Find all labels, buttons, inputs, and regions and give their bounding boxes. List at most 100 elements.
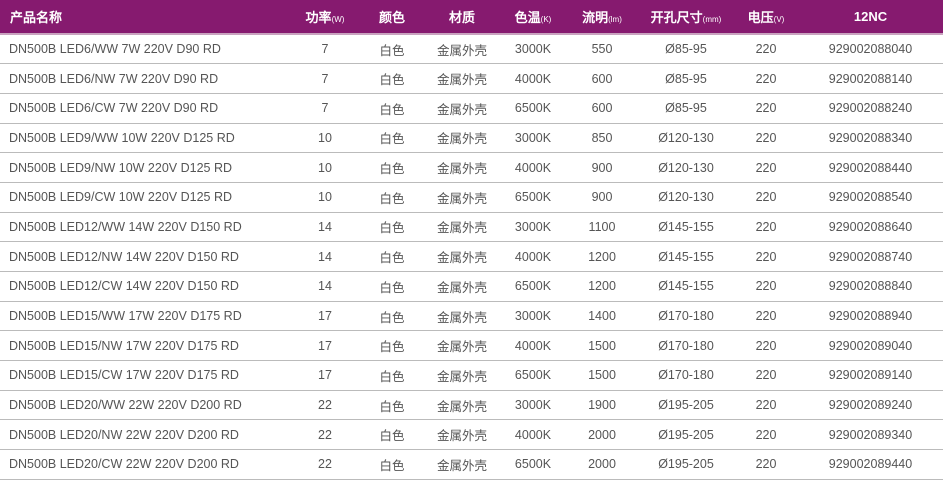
cell-voltage: 220 (734, 123, 798, 154)
cell-color: 白色 (360, 93, 424, 124)
column-unit: (W) (331, 15, 345, 24)
cell-voltage: 220 (734, 63, 798, 94)
cell-product-name: DN500B LED20/CW 22W 220V D200 RD (0, 449, 290, 480)
cell-power: 22 (290, 419, 360, 451)
cell-color-temp: 4000K (500, 152, 566, 183)
cell-lumen: 1200 (566, 241, 638, 272)
cell-material: 金属外壳 (424, 241, 500, 272)
cell-color-temp: 6500K (500, 449, 566, 480)
cell-color: 白色 (360, 360, 424, 391)
cell-material: 金属外壳 (424, 93, 500, 124)
cell-product-name: DN500B LED15/NW 17W 220V D175 RD (0, 330, 290, 362)
cell-cutout-size: Ø195-205 (638, 449, 734, 480)
cell-cutout-size: Ø170-180 (638, 360, 734, 391)
table-body: DN500B LED6/WW 7W 220V D90 RD 7 白色 金属外壳 3000… (0, 34, 943, 480)
cell-12nc: 929002088540 (798, 182, 943, 213)
cell-power: 22 (290, 449, 360, 480)
cell-color: 白色 (360, 271, 424, 302)
cell-power: 22 (290, 390, 360, 421)
table-row: DN500B LED15/CW 17W 220V D175 RD 17 白色 金属外壳… (0, 360, 943, 391)
cell-lumen: 600 (566, 63, 638, 94)
cell-lumen: 600 (566, 93, 638, 124)
cell-color-temp: 4000K (500, 419, 566, 451)
cell-color: 白色 (360, 63, 424, 94)
cell-voltage: 220 (734, 212, 798, 243)
cell-color-temp: 3000K (500, 301, 566, 332)
cell-12nc: 929002088240 (798, 93, 943, 124)
column-header-cutout-size: 开孔尺寸(mm) (638, 0, 734, 34)
cell-voltage: 220 (734, 34, 798, 65)
column-label: 材质 (448, 10, 475, 25)
table-header-row: 产品名称 功率(W) 颜色 材质 色温(K) 流明(lm) 开孔尺寸(mm) 电压(V) 12N… (0, 0, 943, 34)
cell-lumen: 900 (566, 182, 638, 213)
cell-lumen: 1100 (566, 212, 638, 243)
cell-product-name: DN500B LED9/CW 10W 220V D125 RD (0, 182, 290, 213)
cell-voltage: 220 (734, 419, 798, 451)
table-row: DN500B LED20/NW 22W 220V D200 RD 22 白色 金属外壳… (0, 419, 943, 451)
cell-voltage: 220 (734, 360, 798, 391)
cell-color-temp: 6500K (500, 93, 566, 124)
cell-voltage: 220 (734, 330, 798, 362)
cell-voltage: 220 (734, 449, 798, 480)
cell-voltage: 220 (734, 93, 798, 124)
cell-material: 金属外壳 (424, 390, 500, 421)
table-row: DN500B LED12/CW 14W 220V D150 RD 14 白色 金属外壳… (0, 271, 943, 302)
cell-color: 白色 (360, 419, 424, 451)
cell-power: 10 (290, 152, 360, 183)
cell-product-name: DN500B LED12/NW 14W 220V D150 RD (0, 241, 290, 272)
cell-color-temp: 3000K (500, 212, 566, 243)
table-row: DN500B LED20/WW 22W 220V D200 RD 22 白色 金属外壳… (0, 390, 943, 421)
cell-cutout-size: Ø120-130 (638, 182, 734, 213)
table-row: DN500B LED9/WW 10W 220V D125 RD 10 白色 金属外壳 3… (0, 123, 943, 154)
cell-material: 金属外壳 (424, 123, 500, 154)
cell-material: 金属外壳 (424, 419, 500, 451)
table-row: DN500B LED6/CW 7W 220V D90 RD 7 白色 金属外壳 6500… (0, 93, 943, 124)
cell-material: 金属外壳 (424, 271, 500, 302)
cell-color-temp: 3000K (500, 123, 566, 154)
table-row: DN500B LED9/CW 10W 220V D125 RD 10 白色 金属外壳 6… (0, 182, 943, 213)
cell-color: 白色 (360, 301, 424, 332)
column-label: 流明 (582, 10, 609, 25)
cell-voltage: 220 (734, 182, 798, 213)
column-header-color: 颜色 (360, 0, 424, 34)
cell-power: 17 (290, 360, 360, 391)
cell-color: 白色 (360, 123, 424, 154)
column-unit: (V) (773, 15, 785, 24)
column-header-product-name: 产品名称 (0, 0, 290, 34)
cell-12nc: 929002088140 (798, 63, 943, 94)
table-row: DN500B LED6/WW 7W 220V D90 RD 7 白色 金属外壳 3000… (0, 34, 943, 65)
cell-voltage: 220 (734, 390, 798, 421)
table-row: DN500B LED20/CW 22W 220V D200 RD 22 白色 金属外壳… (0, 449, 943, 480)
column-header-voltage: 电压(V) (734, 0, 798, 34)
table-row: DN500B LED12/WW 14W 220V D150 RD 14 白色 金属外壳… (0, 212, 943, 243)
cell-color: 白色 (360, 152, 424, 183)
cell-color-temp: 6500K (500, 182, 566, 213)
cell-12nc: 929002088040 (798, 34, 943, 65)
cell-12nc: 929002088840 (798, 271, 943, 302)
column-label: 产品名称 (10, 10, 63, 25)
cell-color: 白色 (360, 390, 424, 421)
column-header-lumen: 流明(lm) (566, 0, 638, 34)
column-header-12nc: 12NC (798, 0, 943, 34)
column-header-material: 材质 (424, 0, 500, 34)
column-label: 色温 (514, 10, 541, 25)
cell-product-name: DN500B LED9/WW 10W 220V D125 RD (0, 123, 290, 154)
cell-cutout-size: Ø145-155 (638, 212, 734, 243)
table-row: DN500B LED12/NW 14W 220V D150 RD 14 白色 金属外壳… (0, 241, 943, 272)
column-header-power: 功率(W) (290, 0, 360, 34)
cell-power: 14 (290, 241, 360, 272)
cell-material: 金属外壳 (424, 34, 500, 65)
cell-lumen: 1900 (566, 390, 638, 421)
cell-color-temp: 3000K (500, 390, 566, 421)
cell-material: 金属外壳 (424, 360, 500, 391)
cell-cutout-size: Ø85-95 (638, 63, 734, 94)
cell-power: 7 (290, 63, 360, 94)
cell-material: 金属外壳 (424, 63, 500, 94)
cell-cutout-size: Ø145-155 (638, 271, 734, 302)
cell-12nc: 929002088740 (798, 241, 943, 272)
cell-lumen: 1500 (566, 330, 638, 362)
column-label: 12NC (853, 9, 888, 24)
cell-voltage: 220 (734, 241, 798, 272)
cell-product-name: DN500B LED12/CW 14W 220V D150 RD (0, 271, 290, 302)
cell-product-name: DN500B LED6/NW 7W 220V D90 RD (0, 63, 290, 94)
